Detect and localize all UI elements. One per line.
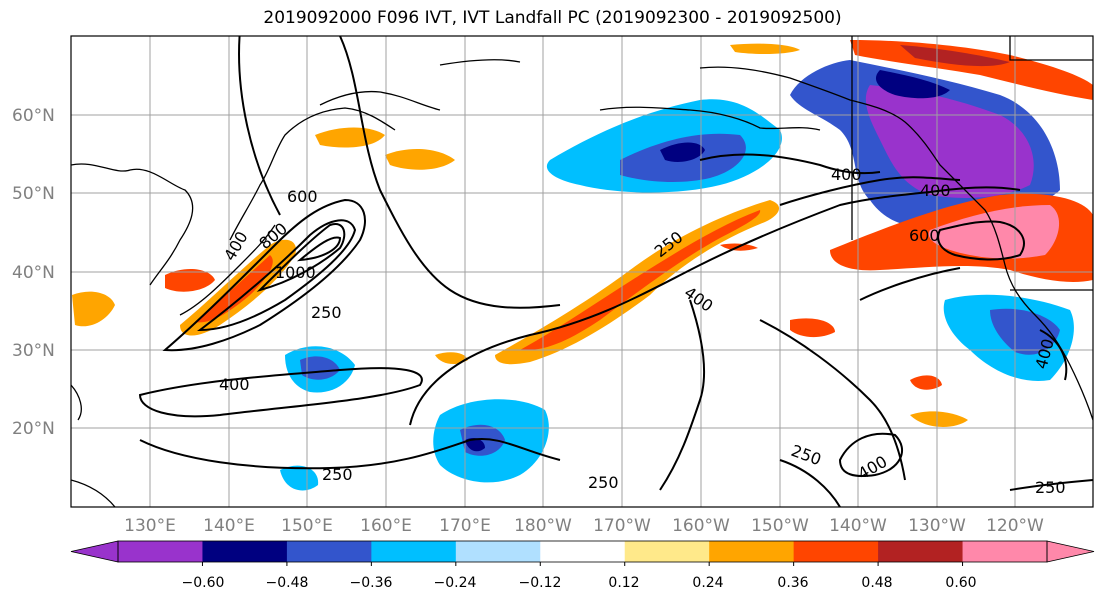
map-title: 2019092000 F096 IVT, IVT Landfall PC (20…	[263, 8, 842, 28]
coastlines	[71, 36, 1093, 507]
colorbar-segment	[878, 541, 964, 562]
colorbar-segment	[202, 541, 288, 562]
colorbar-segment	[624, 541, 710, 562]
contour-label: 400	[219, 375, 250, 394]
colorbar-segment	[455, 541, 541, 562]
lat-label: 30°N	[12, 341, 55, 361]
lon-label: 140°W	[829, 516, 887, 536]
contour-label: 250	[588, 473, 619, 492]
lon-label: 170°W	[593, 516, 651, 536]
contour-label: 400	[920, 181, 951, 200]
colorbar-tick-label: 0.48	[861, 575, 892, 591]
colorbar-tick-label: −0.12	[519, 575, 562, 591]
contour-label: 250	[311, 303, 342, 322]
colorbar-tick-label: −0.24	[434, 575, 477, 591]
lon-label: 160°W	[672, 516, 730, 536]
colorbar-border	[117, 540, 1048, 563]
plot-frame	[70, 35, 1094, 508]
longitude-labels: 130°E 140°E 150°E 160°E 170°E 180°W 170°…	[124, 516, 1044, 536]
colorbar-segment	[540, 541, 626, 562]
colorbar-segment	[709, 541, 795, 562]
colorbar-segment	[371, 541, 457, 562]
contour-label: 250	[1035, 478, 1066, 497]
lon-label: 160°E	[360, 516, 412, 536]
colorbar-tick-label: 0.12	[608, 575, 639, 591]
colorbar-tick-labels: −0.60 −0.48 −0.36 −0.24 −0.12 0.12 0.24 …	[182, 575, 977, 591]
latitude-labels: 60°N 50°N 40°N 30°N 20°N	[12, 106, 55, 439]
colorbar-extend-min	[70, 540, 119, 563]
lon-label: 130°E	[124, 516, 176, 536]
colorbar-tick-label: −0.60	[182, 575, 225, 591]
lon-label: 130°W	[908, 516, 966, 536]
colorbar-segment	[793, 541, 879, 562]
colorbar-tick-label: 0.36	[777, 575, 808, 591]
lon-label: 170°E	[439, 516, 491, 536]
colorbar-tick-label: 0.24	[692, 575, 723, 591]
colorbar-segment	[962, 541, 1048, 562]
ivt-contours	[138, 36, 1093, 507]
colorbar-tick-label: −0.36	[350, 575, 393, 591]
contour-label: 600	[909, 226, 940, 245]
colorbar-segment	[118, 541, 204, 562]
contour-label: 600	[287, 187, 318, 206]
colorbar-extend-max	[1046, 540, 1095, 563]
lon-label: 150°W	[751, 516, 809, 536]
lon-label: 140°E	[203, 516, 255, 536]
colorbar	[70, 540, 1095, 566]
contour-label: 400	[831, 165, 862, 184]
lat-label: 60°N	[12, 106, 55, 126]
contour-label: 250	[322, 465, 353, 484]
colorbar-tick-label: 0.60	[945, 575, 976, 591]
lon-label: 150°E	[281, 516, 333, 536]
lon-label: 180°W	[514, 516, 572, 536]
colorbar-segment	[286, 541, 372, 562]
lat-label: 50°N	[12, 184, 55, 204]
lon-label: 120°W	[986, 516, 1044, 536]
lat-label: 20°N	[12, 419, 55, 439]
colorbar-tick-label: −0.48	[266, 575, 309, 591]
lat-label: 40°N	[12, 263, 55, 283]
contour-label: 1000	[275, 263, 316, 282]
